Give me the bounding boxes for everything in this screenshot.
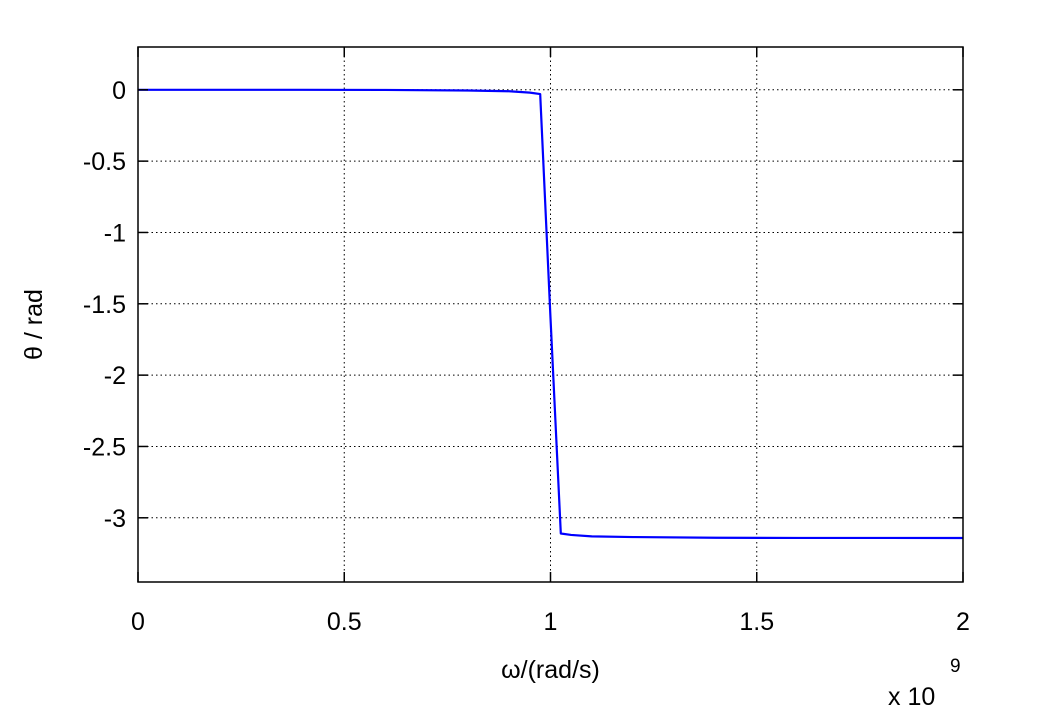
y-tick-label: -1.5 [83,291,126,319]
x-tick-label: 1.5 [739,608,774,636]
x-tick-label: 0 [131,608,145,636]
y-tick-label: -3 [104,505,126,533]
x-axis-multiplier-exponent: 9 [950,656,961,677]
grid [138,47,963,582]
x-axis-multiplier: x 10 [888,683,935,709]
series-layer [138,88,964,540]
y-tick-label: -2 [104,362,126,390]
y-axis-label: θ / rad [20,289,48,360]
y-tick-label: -1 [104,219,126,247]
tick-labels: 0 0.5 1 1.5 2 0 -0.5 -1 -1.5 -2 -2.5 -3 [83,77,970,636]
y-tick-label: -2.5 [83,433,126,461]
x-axis-label: ω/(rad/s) [501,656,600,684]
y-tick-label: 0 [112,77,126,105]
x-tick-label: 0.5 [327,608,362,636]
x-tick-label: 1 [544,608,558,636]
series-line [138,88,964,540]
x-tick-label: 2 [956,608,970,636]
ticks [137,47,964,582]
y-tick-label: -0.5 [83,148,126,176]
